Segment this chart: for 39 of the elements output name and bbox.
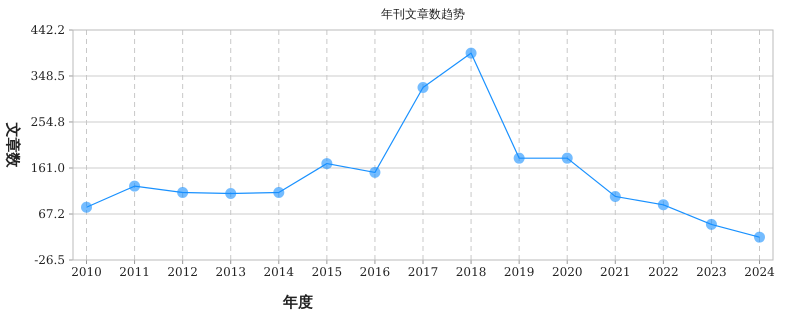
point (273, 187, 284, 198)
point (466, 48, 477, 59)
point (369, 166, 380, 178)
x-tick-label: 2019 (504, 265, 534, 279)
point (658, 199, 669, 210)
x-tick-label: 2022 (648, 265, 679, 279)
x-tick-label: 2011 (119, 265, 150, 279)
point (177, 187, 188, 198)
point (514, 152, 525, 164)
y-tick-label: -26.5 (34, 253, 65, 267)
y-tick-label: 161.0 (30, 160, 65, 175)
x-tick-label: 2024 (744, 265, 776, 279)
x-tick-label: 2017 (408, 265, 438, 279)
point (225, 188, 236, 200)
x-tick-label: 2014 (264, 265, 294, 279)
y-axis-title: 文章数 (4, 122, 22, 168)
x-tick-label: 2010 (71, 265, 102, 279)
point (754, 232, 765, 243)
point (321, 158, 332, 170)
y-tick-label: 67.2 (38, 207, 65, 222)
x-tick-label: 2021 (600, 265, 631, 279)
point (562, 152, 573, 164)
y-tick-label: 348.5 (30, 68, 65, 83)
y-tick-label: 442.2 (30, 23, 65, 37)
x-tick-label: 2016 (360, 265, 390, 279)
x-tick-label: 2015 (312, 265, 342, 279)
x-tick-label: 2018 (456, 265, 486, 279)
point (81, 202, 92, 213)
x-tick-label: 2020 (552, 265, 582, 279)
point (129, 180, 140, 192)
chart-title: 年刊文章数趋势 (381, 7, 465, 21)
y-tick-label: 254.8 (30, 114, 65, 129)
x-tick-label: 2013 (215, 265, 246, 279)
point (706, 218, 717, 230)
point (610, 190, 621, 202)
point (418, 82, 428, 94)
x-axis-title: 年度 (282, 293, 313, 311)
x-tick-label: 2023 (696, 265, 727, 279)
x-tick-label: 2012 (167, 265, 198, 279)
